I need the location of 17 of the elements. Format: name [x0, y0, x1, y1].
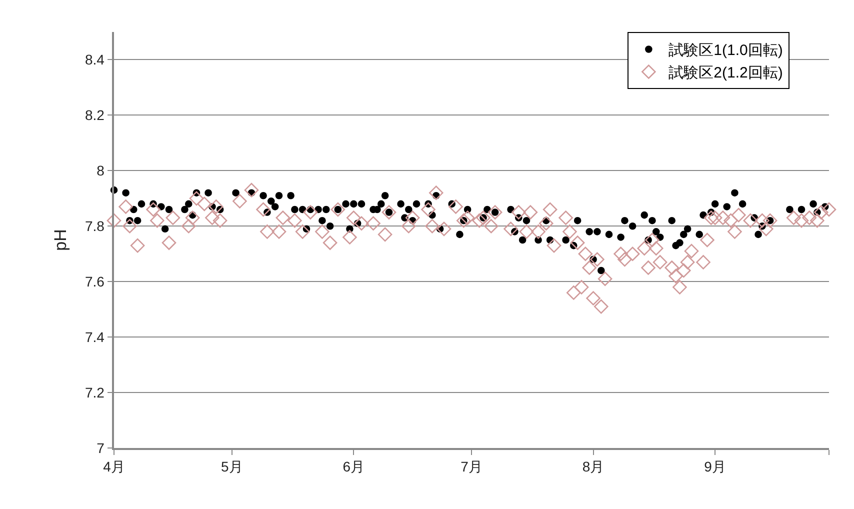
legend-label: 試験区1(1.0回転) — [668, 42, 783, 60]
x-tick-label: 7月 — [460, 458, 482, 475]
y-tick-label: 7.6 — [84, 274, 105, 290]
x-tick-label: 4月 — [103, 458, 125, 475]
x-tick-label: 9月 — [704, 458, 726, 475]
x-tick-label: 5月 — [220, 458, 243, 475]
legend-label: 試験区2(1.2回転) — [668, 64, 783, 82]
y-tick-label: 8.2 — [84, 107, 105, 124]
y-tick-label: 7.2 — [84, 384, 105, 400]
y-tick-label: 7 — [96, 440, 105, 456]
y-tick-label: 8 — [96, 162, 105, 179]
y-tick-label: 7.8 — [84, 218, 105, 234]
x-tick-label: 6月 — [342, 458, 365, 475]
y-tick-label: 7.4 — [84, 328, 105, 345]
y-tick-label: 8.4 — [84, 52, 105, 68]
x-tick-label: 8月 — [582, 458, 604, 475]
y-axis-title: pH — [51, 229, 70, 251]
